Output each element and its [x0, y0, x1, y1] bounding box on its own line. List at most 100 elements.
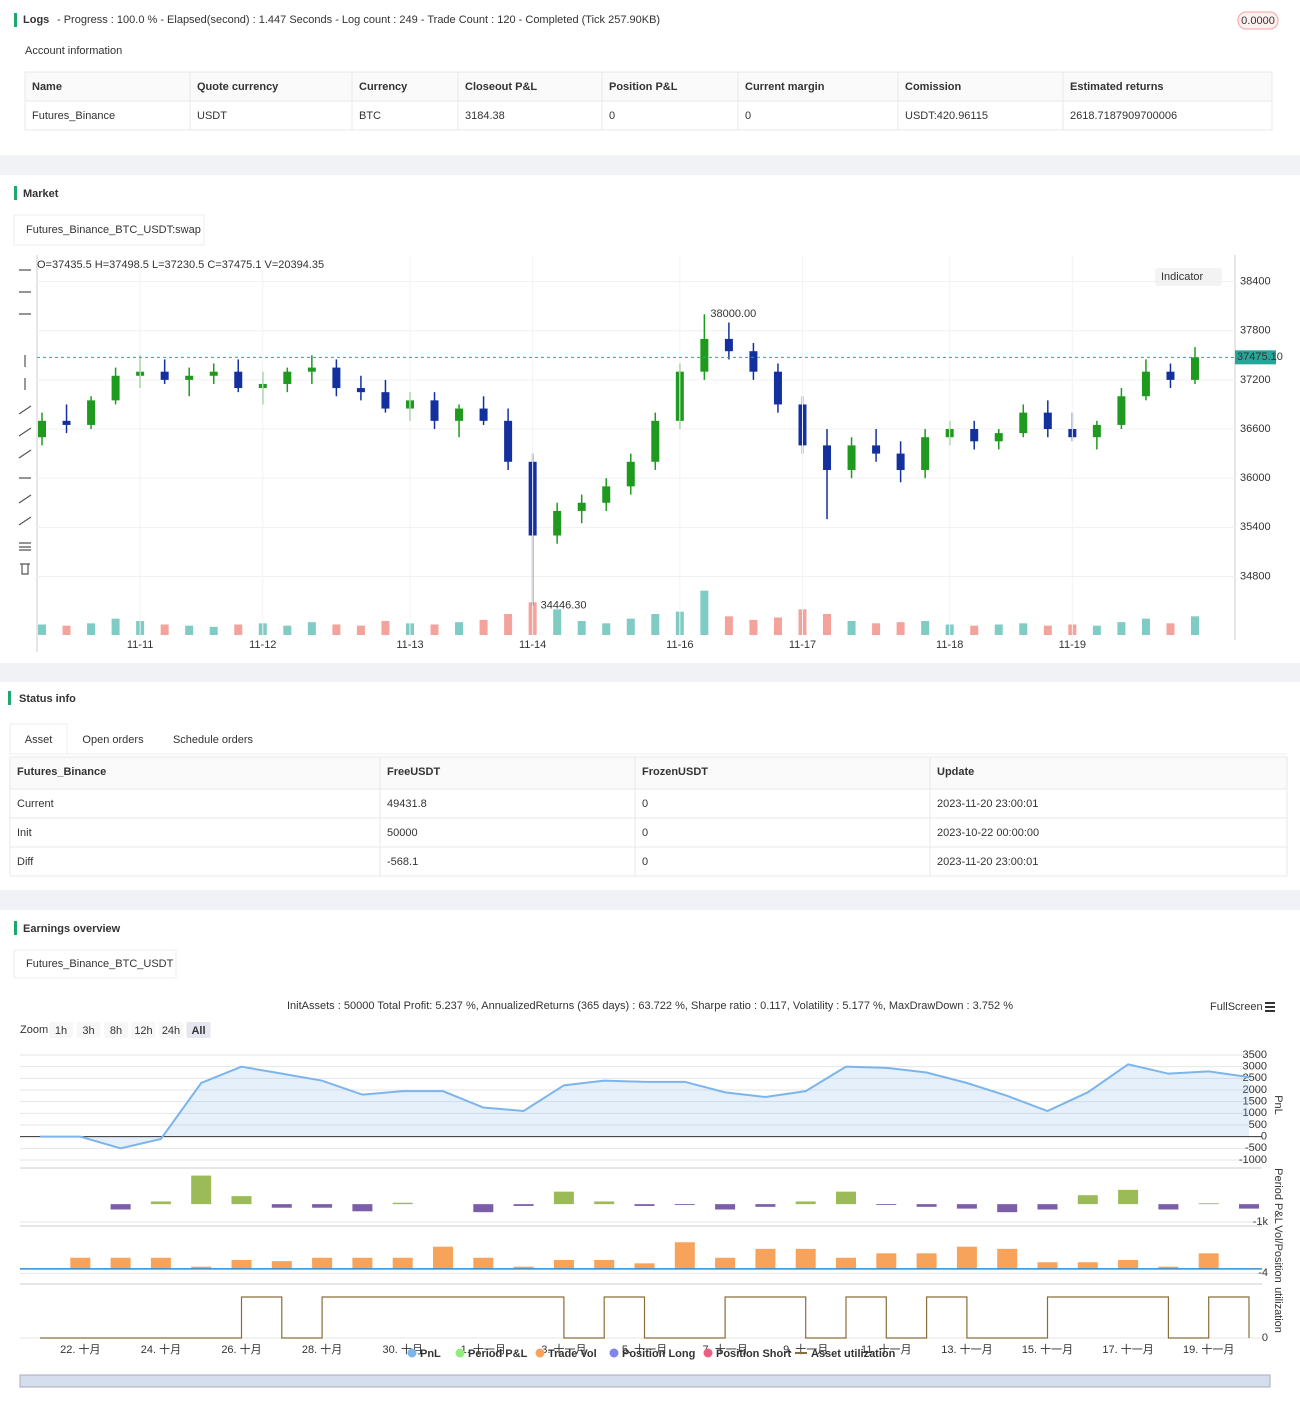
- column-header: Futures_Binance: [17, 766, 106, 778]
- candle-body: [307, 367, 316, 372]
- indicator-label[interactable]: Indicator: [1161, 271, 1204, 283]
- x-tick-label: 30. 十月: [383, 1342, 423, 1356]
- volume-bar: [381, 621, 390, 635]
- x-tick-label: 11-12: [249, 639, 276, 651]
- volume-bar: [872, 623, 881, 635]
- period-pnl-bar: [392, 1202, 413, 1205]
- trade-vol-bar: [231, 1260, 252, 1269]
- legend-label[interactable]: Period P&L: [468, 1348, 528, 1360]
- volume-bar: [430, 624, 439, 635]
- candle-body: [1092, 424, 1101, 438]
- y-tick-label: 34800: [1240, 570, 1271, 582]
- zoom-button-label[interactable]: 8h: [110, 1025, 122, 1037]
- table-cell: 0: [609, 110, 615, 122]
- candle-body: [872, 445, 881, 454]
- y-tick-label: 0: [1261, 1131, 1267, 1143]
- trade-vol-bar: [876, 1253, 897, 1269]
- column-header: Position P&L: [609, 81, 678, 93]
- zoom-button-label[interactable]: 1h: [55, 1025, 67, 1037]
- tab-label[interactable]: Futures_Binance_BTC_USDT:swap: [26, 224, 201, 236]
- candle-body: [479, 408, 488, 421]
- menu-icon[interactable]: [1265, 1002, 1275, 1012]
- table-cell: 0: [642, 856, 648, 868]
- trade-vol-bar: [110, 1257, 131, 1269]
- period-pnl-bar: [916, 1204, 937, 1207]
- candle-body: [749, 351, 758, 372]
- price-tag-label: 37475.10: [1237, 351, 1283, 363]
- market-tab[interactable]: [13, 214, 205, 246]
- volume-bar: [356, 625, 365, 635]
- volume-bar: [504, 614, 513, 635]
- candle-body: [455, 408, 464, 421]
- section-marker: [14, 13, 17, 27]
- earnings-tab[interactable]: [13, 949, 177, 979]
- tab-active[interactable]: [9, 723, 68, 755]
- period-pnl-bar: [997, 1204, 1018, 1213]
- trade-vol-bar: [312, 1257, 333, 1269]
- zoom-button[interactable]: [49, 1022, 73, 1038]
- period-pnl-bar: [1239, 1204, 1259, 1209]
- x-tick-label: 3. 十一月: [541, 1342, 586, 1356]
- volume-bar: [160, 624, 169, 635]
- volume-bar: [553, 609, 562, 635]
- zoom-button-label[interactable]: 3h: [82, 1025, 94, 1037]
- zoom-button[interactable]: [104, 1022, 128, 1038]
- zoom-button[interactable]: [186, 1022, 211, 1038]
- zoom-button-label[interactable]: All: [191, 1025, 205, 1037]
- fullscreen-button[interactable]: FullScreen: [1210, 1001, 1263, 1013]
- candle-body: [724, 338, 733, 352]
- table-cell: USDT: [197, 110, 227, 122]
- volume-bar: [700, 590, 709, 635]
- zoom-button-label[interactable]: 24h: [162, 1025, 180, 1037]
- legend-dot: [535, 1348, 545, 1358]
- badge-text: 0.0000: [1241, 15, 1275, 27]
- zoom-button-label[interactable]: 12h: [134, 1025, 152, 1037]
- navigator[interactable]: [19, 1374, 1271, 1388]
- badge: [1237, 11, 1279, 30]
- zoom-button[interactable]: [131, 1022, 156, 1038]
- candle-body: [921, 437, 930, 470]
- zoom-button[interactable]: [159, 1022, 183, 1038]
- candle-body: [332, 367, 341, 389]
- volume-bar: [455, 622, 464, 635]
- y-tick-label: 0: [1262, 1332, 1268, 1344]
- y-tick-label: 36600: [1240, 423, 1271, 435]
- status-tab[interactable]: Asset: [25, 734, 53, 746]
- volume-bar: [307, 622, 316, 635]
- x-tick-label: 24. 十月: [141, 1342, 181, 1356]
- column-header: FrozenUSDT: [642, 766, 708, 778]
- legend-label[interactable]: Position Short: [716, 1348, 792, 1360]
- zoom-button[interactable]: [76, 1022, 101, 1038]
- tab-label[interactable]: Futures_Binance_BTC_USDT: [26, 958, 174, 970]
- trade-vol-bar: [997, 1248, 1018, 1269]
- trade-vol-bar: [150, 1257, 171, 1269]
- table-cell: 50000: [387, 827, 418, 839]
- utilization-line: [40, 1296, 1250, 1339]
- candle-body: [1141, 371, 1150, 397]
- volume-bar: [62, 625, 71, 635]
- high-label: 38000.00: [710, 308, 756, 320]
- legend-label[interactable]: PnL: [420, 1348, 441, 1360]
- period-pnl-bar: [352, 1204, 373, 1212]
- table-cell: Diff: [17, 856, 34, 868]
- trade-vol-bar: [916, 1253, 937, 1269]
- legend-label[interactable]: Position Long: [622, 1348, 695, 1360]
- trade-vol-bar: [956, 1246, 977, 1269]
- trade-vol-bar: [271, 1261, 292, 1269]
- column-header: Currency: [359, 81, 408, 93]
- column-header: Comission: [905, 81, 962, 93]
- legend-dot: [703, 1348, 713, 1358]
- toolbar-icons[interactable]: [18, 269, 32, 575]
- y-tick-label: 3500: [1243, 1049, 1267, 1061]
- trade-vol-bar: [715, 1257, 736, 1269]
- y-tick-label: 500: [1249, 1119, 1267, 1131]
- status-tab[interactable]: Schedule orders: [173, 734, 254, 746]
- table-row: [24, 100, 1273, 131]
- legend-label[interactable]: Asset utilization: [811, 1348, 896, 1360]
- market-panel: [0, 175, 1300, 663]
- legend-label[interactable]: Trade Vol: [548, 1348, 597, 1360]
- volume-bar: [994, 624, 1003, 635]
- status-tab[interactable]: Open orders: [82, 734, 144, 746]
- x-tick-label: 17. 十一月: [1102, 1342, 1153, 1356]
- table-cell: 2023-11-20 23:00:01: [937, 856, 1038, 868]
